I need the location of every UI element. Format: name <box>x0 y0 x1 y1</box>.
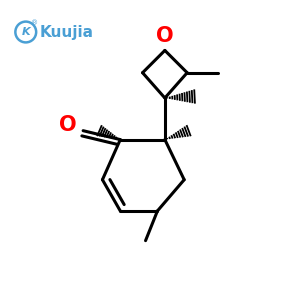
Text: O: O <box>59 115 77 135</box>
Text: Kuujia: Kuujia <box>39 25 93 40</box>
Text: ®: ® <box>32 20 38 26</box>
Text: K: K <box>21 27 30 37</box>
Text: O: O <box>156 26 174 46</box>
